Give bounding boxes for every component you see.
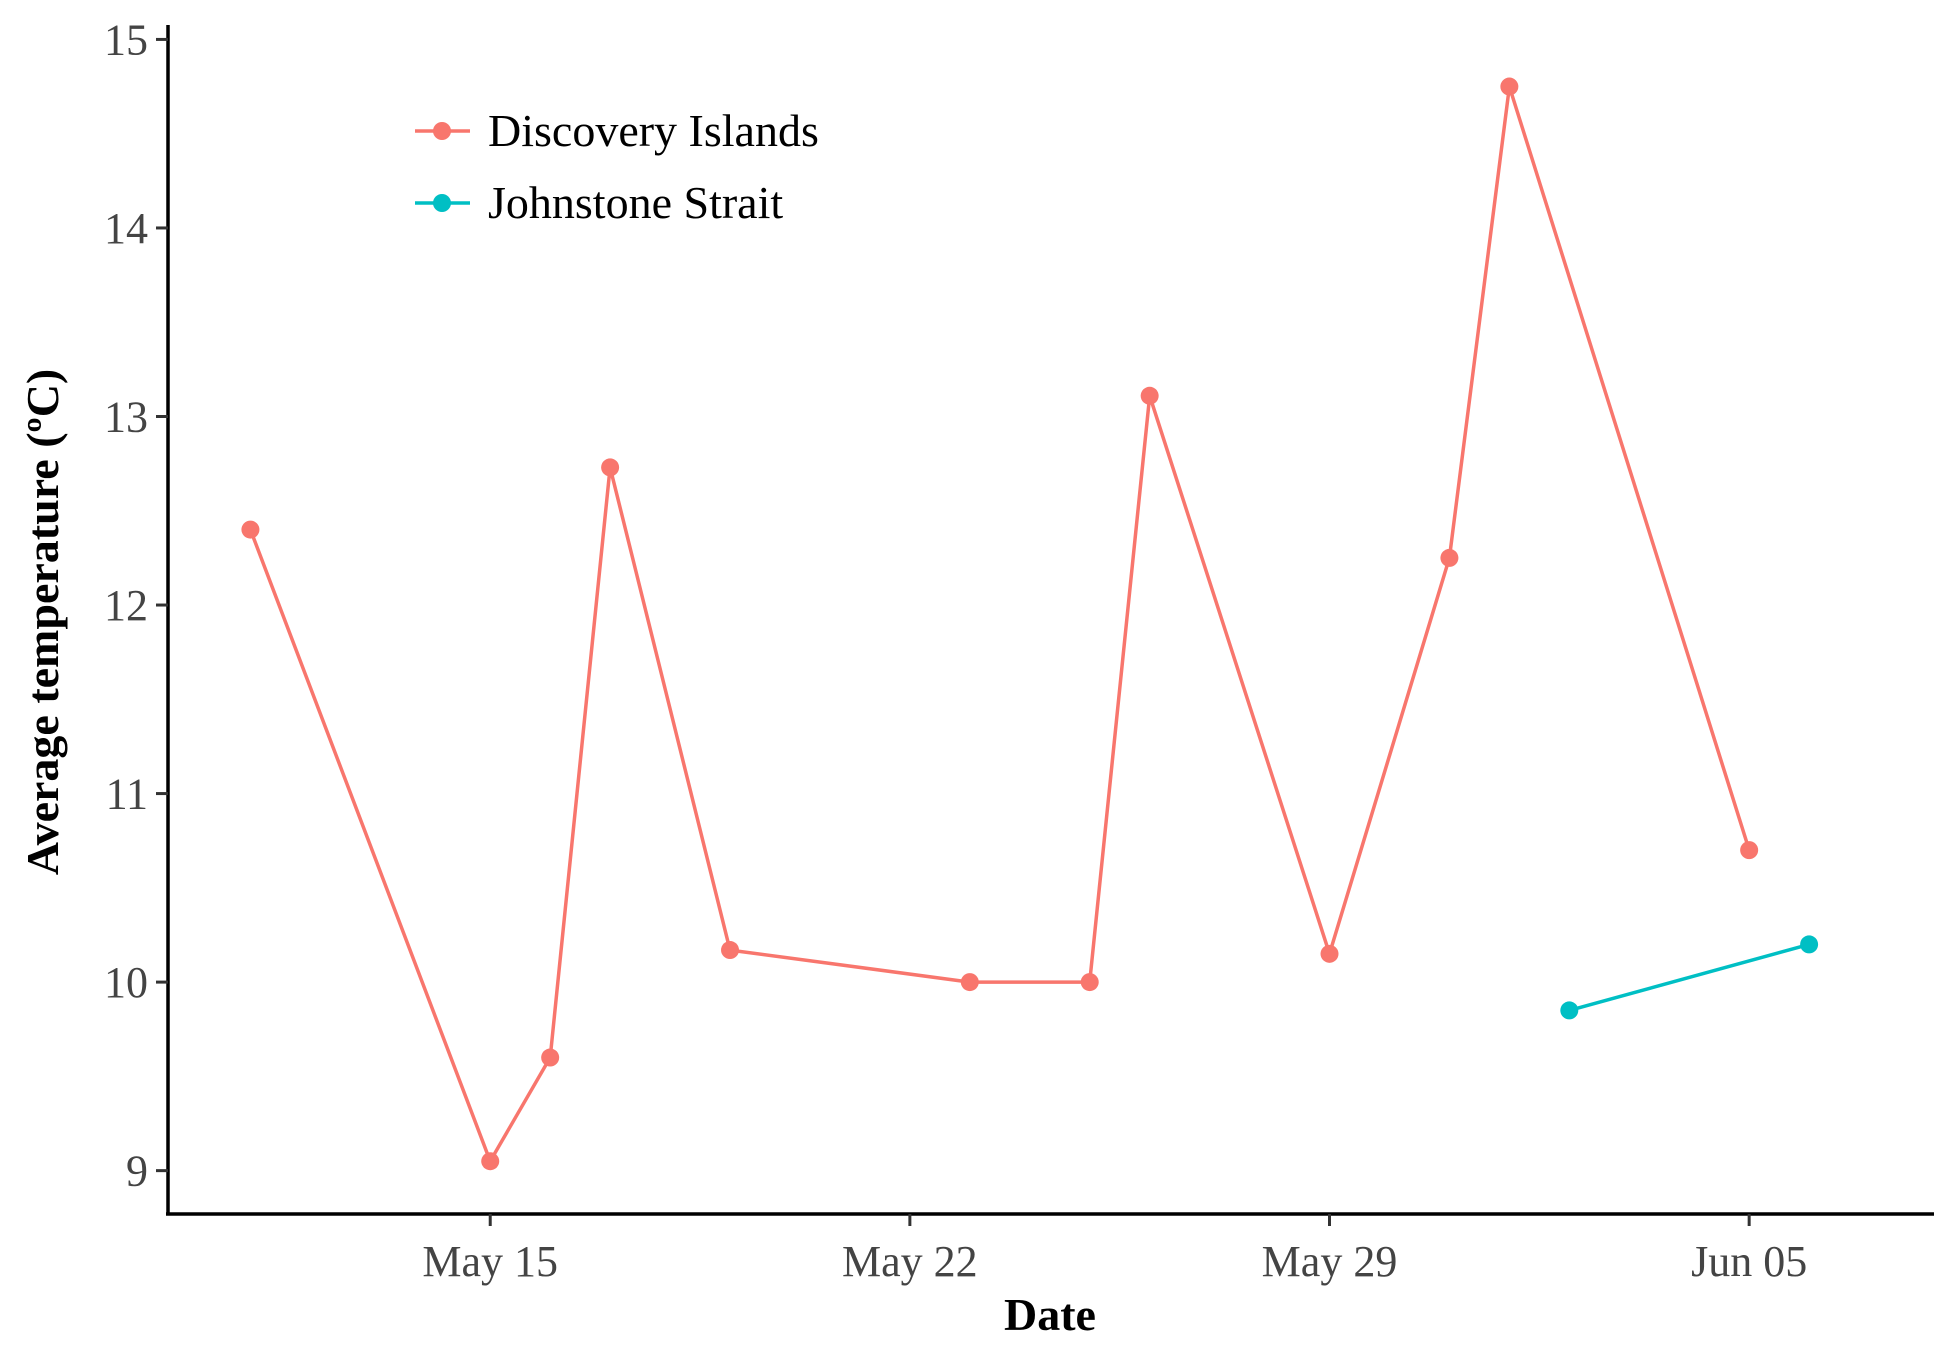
legend: Discovery Islands Johnstone Strait bbox=[415, 105, 819, 228]
y-axis-ticks: 9 10 11 12 13 14 15 bbox=[104, 15, 168, 1196]
y-tick-label: 13 bbox=[104, 392, 148, 441]
x-tick-label: Jun 05 bbox=[1691, 1237, 1807, 1286]
plot-marks bbox=[241, 77, 1819, 1171]
legend-label: Johnstone Strait bbox=[488, 177, 783, 228]
y-tick-label: 14 bbox=[104, 204, 148, 253]
data-point bbox=[1080, 973, 1099, 992]
data-point bbox=[1800, 935, 1819, 954]
y-tick-label: 12 bbox=[104, 581, 148, 630]
series-line bbox=[248, 84, 1751, 1163]
y-tick-label: 11 bbox=[106, 770, 148, 819]
y-tick-label: 9 bbox=[126, 1147, 148, 1196]
x-axis-ticks: May 15 May 22 May 29 Jun 05 bbox=[422, 1214, 1807, 1286]
axes: 9 10 11 12 13 14 15 May 15 May 22 May 29 Jun 05 bbox=[104, 15, 1934, 1286]
legend-key-point bbox=[433, 122, 451, 140]
x-tick-label: May 29 bbox=[1262, 1237, 1398, 1286]
data-point bbox=[1500, 77, 1519, 96]
data-point bbox=[1740, 841, 1759, 860]
data-point bbox=[541, 1048, 560, 1067]
legend-item: Discovery Islands bbox=[415, 105, 819, 156]
data-point bbox=[481, 1152, 500, 1171]
data-point bbox=[601, 458, 620, 477]
data-point bbox=[1140, 386, 1159, 405]
y-axis-title: Average temperature (ºC) bbox=[17, 369, 68, 875]
x-axis-title: Date bbox=[1004, 1289, 1096, 1340]
series-1 bbox=[241, 77, 1759, 1171]
data-point bbox=[1560, 1001, 1579, 1020]
y-tick-label: 10 bbox=[104, 958, 148, 1007]
data-point bbox=[241, 520, 260, 539]
x-tick-label: May 22 bbox=[842, 1237, 978, 1286]
data-point bbox=[1320, 944, 1339, 963]
series-2 bbox=[1560, 935, 1819, 1020]
legend-item: Johnstone Strait bbox=[415, 177, 783, 228]
data-point bbox=[721, 941, 740, 960]
data-point bbox=[1440, 548, 1459, 567]
y-tick-label: 15 bbox=[104, 15, 148, 64]
data-point bbox=[960, 973, 979, 992]
x-tick-label: May 15 bbox=[422, 1237, 558, 1286]
series-line bbox=[1568, 942, 1810, 1013]
legend-label: Discovery Islands bbox=[488, 105, 819, 156]
legend-key-point bbox=[433, 194, 451, 212]
